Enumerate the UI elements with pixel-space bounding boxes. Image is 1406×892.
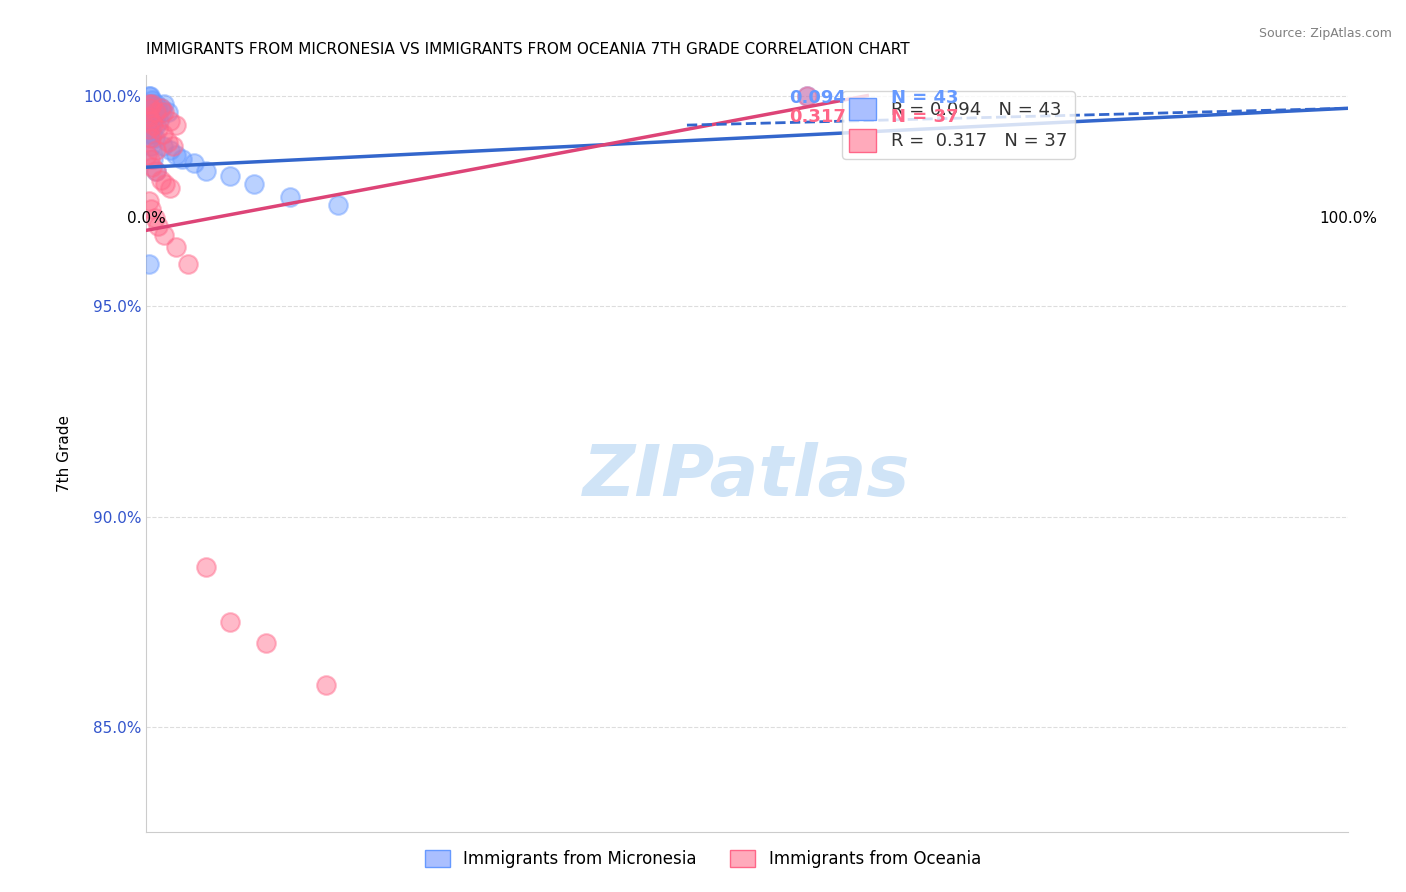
Point — [139, 130, 162, 145]
Point — [143, 211, 166, 225]
Y-axis label: 7th Grade: 7th Grade — [58, 415, 72, 492]
Point — [159, 144, 181, 158]
Point — [145, 164, 167, 178]
Point — [138, 122, 160, 136]
Point — [143, 110, 166, 124]
Point — [139, 130, 162, 145]
Point — [146, 219, 169, 234]
Point — [165, 118, 187, 132]
Text: ZIPatlas: ZIPatlas — [583, 442, 911, 511]
Point — [156, 105, 179, 120]
Point — [243, 177, 266, 191]
Point — [165, 147, 187, 161]
Point — [139, 152, 162, 166]
Point — [177, 257, 200, 271]
Text: 0.317: 0.317 — [789, 108, 846, 126]
Point — [139, 139, 162, 153]
Point — [138, 97, 160, 112]
Point — [139, 122, 162, 136]
Point — [172, 152, 194, 166]
Point — [142, 114, 165, 128]
Point — [145, 118, 167, 132]
Point — [152, 127, 174, 141]
Point — [138, 194, 160, 208]
Point — [153, 227, 176, 242]
Point — [315, 678, 337, 692]
Text: Source: ZipAtlas.com: Source: ZipAtlas.com — [1258, 27, 1392, 40]
Point — [141, 93, 163, 107]
Point — [148, 114, 170, 128]
Point — [796, 88, 818, 103]
Point — [136, 122, 159, 136]
Point — [141, 97, 163, 112]
Point — [149, 101, 172, 115]
Point — [146, 105, 169, 120]
Point — [146, 101, 169, 115]
Point — [219, 169, 242, 183]
Legend: Immigrants from Micronesia, Immigrants from Oceania: Immigrants from Micronesia, Immigrants f… — [419, 843, 987, 875]
Point — [142, 152, 165, 166]
Point — [153, 105, 176, 120]
Point — [328, 198, 350, 212]
Point — [141, 127, 163, 141]
Point — [162, 139, 184, 153]
Point — [153, 97, 176, 112]
Point — [141, 160, 163, 174]
Text: 0.094: 0.094 — [789, 89, 846, 107]
Point — [138, 118, 160, 132]
Point — [138, 88, 160, 103]
Point — [138, 110, 160, 124]
Point — [142, 101, 165, 115]
Text: 100.0%: 100.0% — [1319, 211, 1376, 226]
Point — [136, 114, 159, 128]
Text: IMMIGRANTS FROM MICRONESIA VS IMMIGRANTS FROM OCEANIA 7TH GRADE CORRELATION CHAR: IMMIGRANTS FROM MICRONESIA VS IMMIGRANTS… — [146, 42, 910, 57]
Point — [155, 177, 177, 191]
Point — [156, 135, 179, 149]
Point — [165, 240, 187, 254]
Point — [138, 257, 160, 271]
Text: N = 37: N = 37 — [891, 108, 959, 126]
Point — [139, 110, 162, 124]
Point — [145, 164, 167, 178]
Point — [159, 114, 181, 128]
Point — [139, 202, 162, 217]
Point — [145, 97, 167, 112]
Text: 0.0%: 0.0% — [127, 211, 166, 226]
Point — [145, 144, 167, 158]
Point — [136, 147, 159, 161]
Point — [152, 139, 174, 153]
Point — [254, 636, 277, 650]
Point — [143, 130, 166, 145]
Point — [138, 127, 160, 141]
Point — [139, 114, 162, 128]
Point — [150, 105, 173, 120]
Point — [195, 164, 218, 178]
Point — [183, 156, 205, 170]
Text: N = 43: N = 43 — [891, 89, 959, 107]
Point — [149, 101, 172, 115]
Point — [139, 101, 162, 115]
Point — [139, 97, 162, 112]
Point — [280, 189, 302, 203]
Point — [145, 105, 167, 120]
Point — [138, 97, 160, 112]
Point — [139, 88, 162, 103]
Point — [146, 122, 169, 136]
Point — [139, 101, 162, 115]
Point — [142, 118, 165, 132]
Point — [195, 560, 218, 574]
Point — [219, 615, 242, 629]
Point — [159, 181, 181, 195]
Point — [149, 173, 172, 187]
Legend: R = 0.094   N = 43, R =  0.317   N = 37: R = 0.094 N = 43, R = 0.317 N = 37 — [842, 91, 1074, 159]
Point — [141, 105, 163, 120]
Point — [796, 88, 818, 103]
